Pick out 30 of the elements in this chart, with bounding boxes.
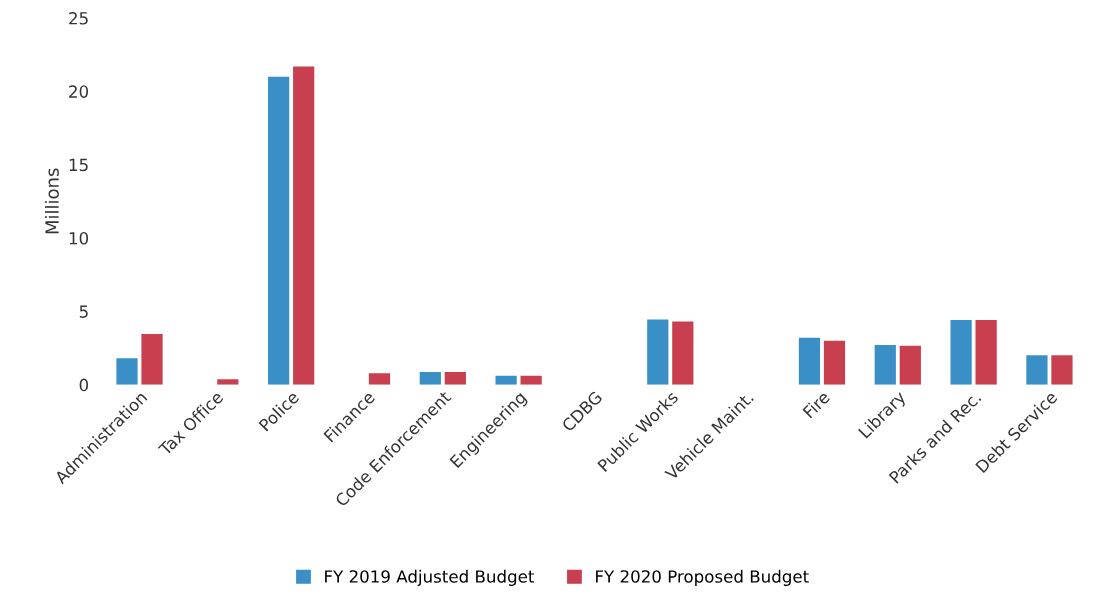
y-axis-title: Millions bbox=[44, 168, 59, 234]
bar bbox=[672, 321, 694, 385]
bar bbox=[444, 371, 466, 385]
y-tick-label: 15 bbox=[69, 158, 88, 172]
y-tick-label: 10 bbox=[69, 231, 89, 245]
bar bbox=[950, 320, 972, 385]
bar bbox=[874, 345, 896, 385]
bar bbox=[823, 340, 846, 385]
bar bbox=[899, 345, 921, 385]
y-tick-label: 0 bbox=[79, 378, 89, 392]
bar bbox=[495, 375, 517, 385]
bar bbox=[1051, 355, 1073, 385]
bar bbox=[268, 76, 290, 385]
y-tick-label: 25 bbox=[69, 11, 88, 25]
legend-label: FY 2020 Proposed Budget bbox=[596, 569, 809, 586]
bar bbox=[293, 66, 315, 385]
bar bbox=[419, 371, 441, 385]
x-tick-label: Fire bbox=[802, 390, 831, 419]
bar bbox=[141, 334, 163, 385]
bar bbox=[368, 373, 391, 385]
bar bbox=[798, 337, 821, 385]
bar bbox=[520, 375, 542, 385]
y-tick-label: 20 bbox=[69, 85, 89, 98]
y-tick-label: 5 bbox=[79, 305, 88, 318]
bar bbox=[647, 319, 669, 385]
legend-label: FY 2019 Adjusted Budget bbox=[325, 569, 535, 586]
bar bbox=[217, 379, 239, 385]
bar bbox=[975, 320, 997, 385]
bar bbox=[1026, 355, 1048, 385]
bar bbox=[116, 358, 138, 385]
